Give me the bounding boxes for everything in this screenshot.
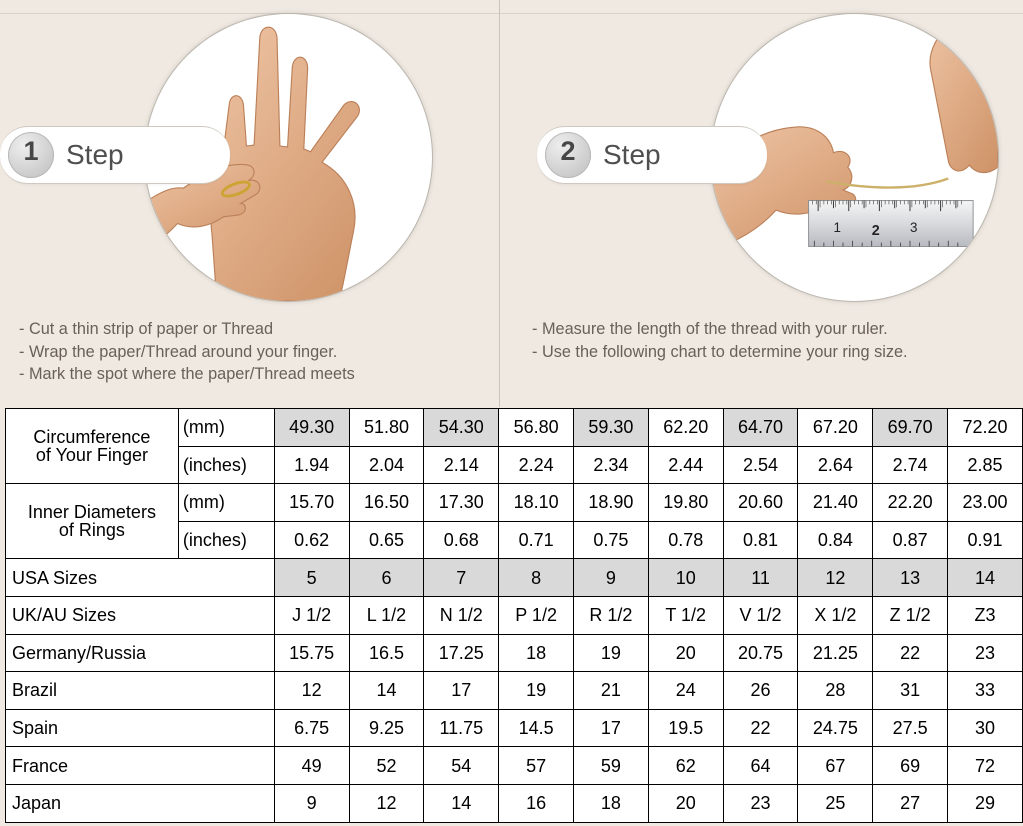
svg-text:2: 2: [872, 223, 880, 239]
svg-text:3: 3: [910, 220, 917, 235]
svg-text:1: 1: [833, 220, 840, 235]
